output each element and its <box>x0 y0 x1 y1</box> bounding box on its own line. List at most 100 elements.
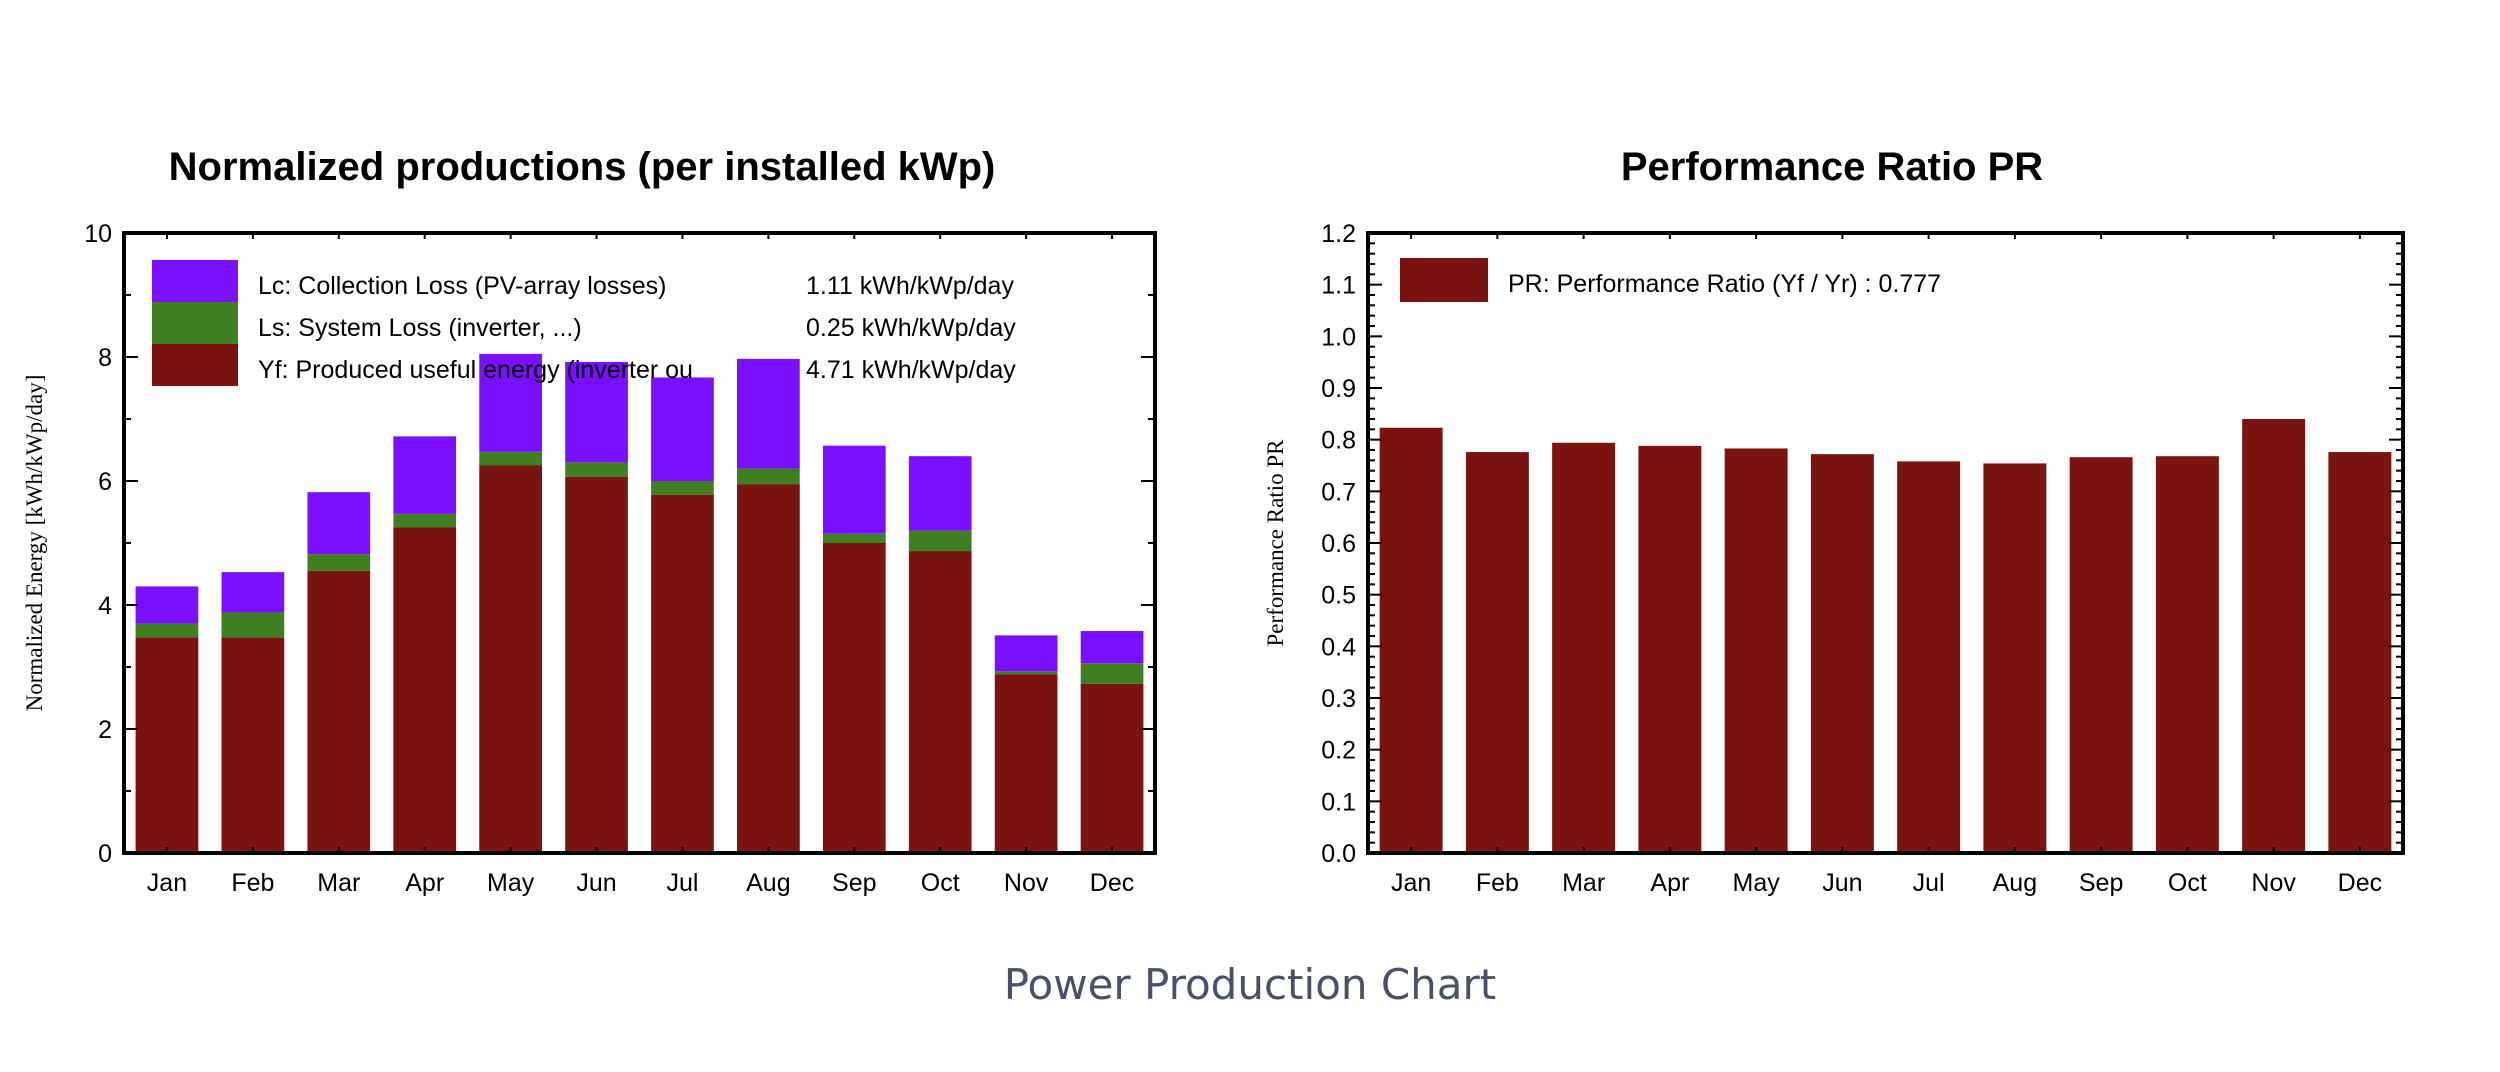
x-tick-label: Dec <box>1090 869 1134 897</box>
bar-dec-lc <box>1080 631 1144 664</box>
bar-mar-lc <box>307 492 371 555</box>
performance-ratio-chart: Performance Ratio PR Performance Ratio PR… <box>1263 145 2405 897</box>
bar-jan-pr <box>1379 427 1443 853</box>
bar-feb-pr <box>1465 452 1529 853</box>
y-tick-label: 0.2 <box>1321 737 1356 765</box>
y-tick-label: 1.1 <box>1321 272 1356 300</box>
y-tick-label: 8 <box>98 344 112 372</box>
bar-jul-yf <box>651 494 714 853</box>
y-axis-label: Normalized Energy [kWh/kWp/day] <box>22 375 47 712</box>
bar-aug-pr <box>1983 463 2047 853</box>
bar-jun-ls <box>565 462 628 477</box>
legend-label-ls: Ls: System Loss (inverter, ...) <box>258 314 582 342</box>
bar-sep-pr <box>2069 457 2133 853</box>
bar-apr-lc <box>393 436 457 514</box>
x-tick-label: Dec <box>2338 869 2382 897</box>
bar-oct-yf <box>908 551 972 853</box>
bar-apr-ls <box>393 513 457 528</box>
y-tick-label: 0 <box>98 840 112 868</box>
legend-label-pr: PR: Performance Ratio (Yf / Yr) : 0.777 <box>1508 270 1941 298</box>
bar-feb-yf <box>221 637 285 853</box>
x-tick-label: Mar <box>317 869 360 897</box>
bar-jun-lc <box>565 361 628 463</box>
y-tick-label: 0.1 <box>1321 788 1356 816</box>
legend-value-ls: 0.25 kWh/kWp/day <box>806 314 1016 342</box>
x-tick-label: Oct <box>921 869 960 897</box>
x-tick-label: Sep <box>832 869 876 897</box>
bar-oct-lc <box>908 456 972 531</box>
bar-jan-yf <box>135 637 199 853</box>
y-tick-label: 0.5 <box>1321 582 1356 610</box>
y-tick-label: 0.8 <box>1321 427 1356 455</box>
legend-value-yf: 4.71 kWh/kWp/day <box>806 356 1016 384</box>
y-tick-label: 0.6 <box>1321 530 1356 558</box>
bar-may-ls <box>479 451 542 466</box>
x-tick-label: Jul <box>1913 869 1945 897</box>
x-tick-label: Apr <box>405 869 444 897</box>
bar-dec-ls <box>1080 663 1144 684</box>
x-tick-label: Apr <box>1650 869 1689 897</box>
bar-jul-ls <box>651 481 714 495</box>
x-tick-label: May <box>487 869 535 897</box>
x-tick-label: May <box>1733 869 1781 897</box>
x-tick-label: Feb <box>1476 869 1519 897</box>
x-tick-label: Jun <box>1822 869 1862 897</box>
y-tick-label: 1.0 <box>1321 323 1356 351</box>
bar-may-lc <box>479 353 542 452</box>
bar-oct-pr <box>2155 456 2219 853</box>
normalized-productions-chart: Normalized productions (per installed kW… <box>22 145 1157 897</box>
y-tick-label: 0.9 <box>1321 375 1356 403</box>
bar-jan-ls <box>135 623 199 638</box>
x-tick-label: Jun <box>576 869 616 897</box>
bars <box>1379 419 2392 853</box>
y-tick-label: 4 <box>98 592 112 620</box>
x-tick-label: Jan <box>147 869 187 897</box>
bar-jul-lc <box>651 377 714 481</box>
bar-jun-pr <box>1810 454 1874 853</box>
bar-mar-ls <box>307 554 371 571</box>
x-tick-label: Sep <box>2079 869 2123 897</box>
x-tick-label: Nov <box>1004 869 1049 897</box>
bar-may-yf <box>479 465 542 853</box>
legend-label-yf: Yf: Produced useful energy (inverter ou <box>258 356 693 384</box>
bar-jan-lc <box>135 586 199 624</box>
bar-nov-pr <box>2242 419 2306 853</box>
bar-mar-pr <box>1552 442 1616 853</box>
bar-jul-pr <box>1897 461 1961 853</box>
y-tick-label: 0.0 <box>1321 840 1356 868</box>
x-tick-label: Aug <box>1993 869 2037 897</box>
legend-swatch-pr <box>1400 258 1488 302</box>
bar-apr-yf <box>393 527 457 853</box>
plot-frame <box>1366 231 2405 855</box>
bars <box>135 353 1144 853</box>
bar-apr-pr <box>1638 445 1702 853</box>
y-tick-label: 2 <box>98 716 112 744</box>
legend-value-lc: 1.11 kWh/kWp/day <box>806 272 1014 300</box>
x-tick-label: Aug <box>746 869 790 897</box>
legend: Lc: Collection Loss (PV-array losses) 1.1… <box>152 260 1016 386</box>
legend-swatch-lc <box>152 260 238 302</box>
bar-aug-lc <box>737 358 800 469</box>
bar-oct-ls <box>908 530 972 552</box>
plot-frame <box>122 231 1157 855</box>
legend-label-lc: Lc: Collection Loss (PV-array losses) <box>258 272 666 300</box>
bar-feb-ls <box>221 612 285 638</box>
legend-swatch-yf <box>152 344 238 386</box>
x-tick-label: Jan <box>1391 869 1431 897</box>
legend: PR: Performance Ratio (Yf / Yr) : 0.777 <box>1400 258 1941 302</box>
chart-title: Performance Ratio PR <box>1621 145 2043 189</box>
bar-may-pr <box>1724 448 1788 853</box>
y-axis-label: Performance Ratio PR <box>1263 439 1288 647</box>
figure-caption: Power Production Chart <box>1003 960 1497 1009</box>
bar-dec-yf <box>1080 683 1144 853</box>
bar-jun-yf <box>565 476 628 853</box>
bar-sep-ls <box>822 533 886 543</box>
bar-aug-yf <box>737 484 800 853</box>
bar-feb-lc <box>221 572 285 613</box>
bar-nov-ls <box>994 671 1058 675</box>
y-tick-label: 1.2 <box>1321 220 1356 248</box>
bar-nov-lc <box>994 635 1058 672</box>
y-tick-label: 0.3 <box>1321 685 1356 713</box>
